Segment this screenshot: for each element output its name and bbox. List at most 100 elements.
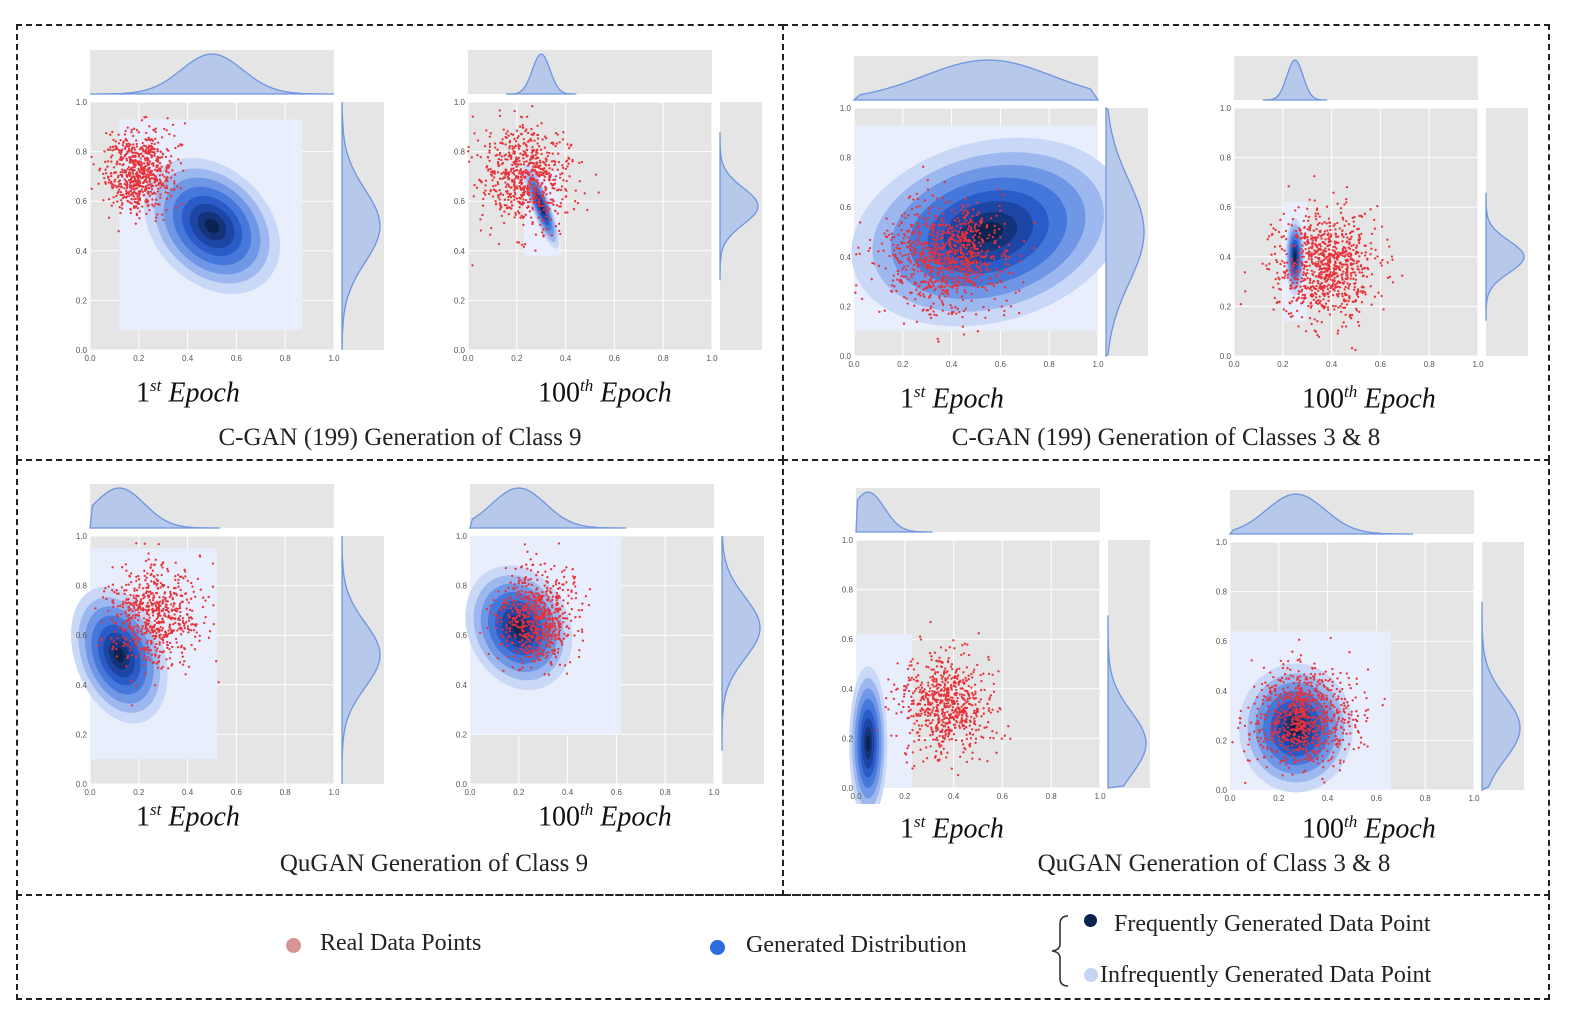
x-tick-label: 1.0 <box>1092 360 1104 369</box>
real-data-point <box>965 219 968 223</box>
real-data-point <box>1307 257 1311 260</box>
real-data-point <box>558 628 561 632</box>
real-data-point <box>559 173 562 176</box>
real-data-point <box>554 638 557 641</box>
real-data-point <box>1341 295 1344 298</box>
real-data-point <box>520 626 523 629</box>
real-data-point <box>151 614 155 617</box>
real-data-point <box>190 617 194 620</box>
real-data-point <box>532 631 535 635</box>
real-data-point <box>154 216 158 219</box>
real-data-point <box>531 154 535 157</box>
real-data-point <box>1391 281 1395 284</box>
real-data-point <box>887 708 890 711</box>
real-data-point <box>123 187 126 190</box>
real-data-point <box>525 641 528 644</box>
real-data-point <box>523 635 526 638</box>
real-data-point <box>144 559 148 563</box>
real-data-point <box>143 632 146 635</box>
real-data-point <box>161 627 165 630</box>
real-data-point <box>993 297 996 301</box>
real-data-point <box>180 651 184 654</box>
x-tick-label: 0.2 <box>511 354 523 363</box>
real-data-point <box>484 179 488 182</box>
real-data-point <box>129 181 132 185</box>
real-data-point <box>932 234 935 237</box>
real-data-point <box>502 221 506 225</box>
real-data-point <box>906 264 909 268</box>
real-data-point <box>122 635 125 639</box>
real-data-point <box>950 208 954 212</box>
real-data-point <box>900 229 903 232</box>
real-data-point <box>583 192 586 195</box>
y-tick-label: 0.0 <box>1220 352 1232 361</box>
real-data-point <box>901 254 904 257</box>
real-data-point <box>1297 292 1300 296</box>
real-data-point <box>102 199 105 202</box>
real-data-point <box>158 611 161 614</box>
real-data-point <box>489 233 492 236</box>
real-data-point <box>973 284 977 287</box>
real-data-point <box>520 618 523 622</box>
real-data-point <box>159 170 162 173</box>
real-data-point <box>1328 290 1331 293</box>
real-data-point <box>536 653 540 656</box>
real-data-point <box>525 636 529 639</box>
real-data-point <box>164 191 167 194</box>
real-data-point <box>549 625 552 628</box>
real-data-point <box>129 184 133 187</box>
real-data-point <box>915 258 918 262</box>
real-data-point <box>176 185 179 188</box>
real-data-point <box>114 140 117 143</box>
real-data-point <box>1283 276 1286 280</box>
real-data-point <box>556 133 559 136</box>
real-data-point <box>565 159 569 162</box>
real-data-point <box>194 624 197 628</box>
real-data-point <box>1327 283 1330 286</box>
real-data-point <box>1341 281 1344 285</box>
real-data-point <box>970 268 974 271</box>
real-data-point <box>913 281 916 284</box>
real-data-point <box>157 630 161 633</box>
real-data-point <box>959 255 963 259</box>
real-data-point <box>545 228 548 231</box>
real-data-point <box>993 224 997 228</box>
real-data-point <box>152 205 155 208</box>
real-data-point <box>122 600 125 603</box>
real-data-point <box>157 187 160 190</box>
real-data-point <box>147 622 150 625</box>
real-data-point <box>1001 270 1004 274</box>
real-data-point <box>989 268 992 272</box>
real-data-point <box>505 644 509 648</box>
real-data-point <box>190 629 193 632</box>
real-data-point <box>121 606 125 609</box>
real-data-point <box>137 611 141 614</box>
real-data-point <box>500 609 503 612</box>
real-data-point <box>517 651 520 654</box>
real-data-point <box>538 647 541 650</box>
real-data-point <box>1345 185 1349 189</box>
real-data-point <box>556 651 560 654</box>
real-data-point <box>121 622 125 625</box>
real-data-point <box>118 162 121 166</box>
real-data-point <box>985 223 989 227</box>
real-data-point <box>128 156 131 159</box>
side-marginal-density <box>1105 106 1145 358</box>
real-data-point <box>527 578 530 581</box>
real-data-point <box>495 153 498 157</box>
real-data-point <box>1297 206 1300 209</box>
real-data-point <box>121 168 124 171</box>
x-tick-label: 0.4 <box>1326 360 1338 369</box>
real-data-point <box>536 181 540 185</box>
real-data-point <box>868 238 872 242</box>
real-data-point <box>173 601 176 605</box>
real-data-point <box>927 216 930 220</box>
real-data-point <box>1243 271 1247 274</box>
real-data-point <box>147 651 150 655</box>
real-data-point <box>916 238 919 242</box>
real-data-point <box>954 245 958 248</box>
real-data-point <box>935 680 938 683</box>
real-data-point <box>510 200 513 203</box>
real-data-point <box>962 693 966 697</box>
real-data-point <box>892 243 895 247</box>
